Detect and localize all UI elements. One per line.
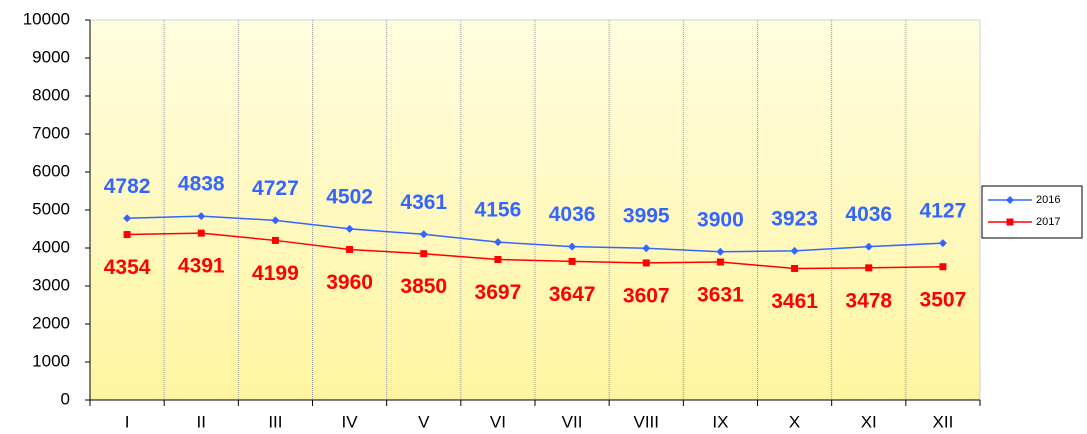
x-tick-label: XI (861, 412, 877, 431)
data-label: 3507 (920, 288, 967, 311)
y-tick-label: 4000 (32, 237, 70, 256)
y-tick-label: 10000 (23, 9, 70, 28)
data-label: 3923 (771, 207, 818, 230)
x-tick-label: IV (342, 412, 359, 431)
y-tick-label: 7000 (32, 123, 70, 142)
point (716, 258, 724, 266)
data-label: 3697 (475, 281, 522, 304)
series-line (127, 215, 943, 253)
data-label: 3850 (400, 275, 447, 298)
y-tick-label: 3000 (32, 275, 70, 294)
point (865, 264, 873, 272)
x-tick-label: X (789, 412, 800, 431)
data-label: 3995 (623, 205, 670, 228)
series-line (127, 232, 943, 270)
point (493, 238, 502, 247)
data-label: 3900 (697, 208, 744, 231)
data-label: 4036 (549, 203, 596, 226)
point (123, 214, 132, 223)
x-tick-label: II (197, 412, 206, 431)
x-tick-label: XII (933, 412, 954, 431)
data-label: 4156 (475, 199, 522, 222)
point (939, 263, 947, 271)
x-tick-label: V (418, 412, 430, 431)
point (123, 231, 131, 239)
x-tick-label: III (268, 412, 282, 431)
point (568, 242, 577, 251)
data-label: 4502 (326, 185, 373, 208)
data-label: 3647 (549, 283, 596, 306)
point (642, 244, 651, 253)
data-label: 4361 (400, 191, 447, 214)
y-tick-label: 6000 (32, 161, 70, 180)
point (864, 242, 873, 251)
data-label: 3631 (697, 284, 744, 307)
y-tick-label: 0 (61, 389, 70, 408)
data-label: 3478 (845, 289, 892, 312)
x-tick-label: VII (562, 412, 583, 431)
point (716, 247, 725, 256)
point (494, 256, 502, 264)
x-tick-label: IX (712, 412, 728, 431)
data-label: 3461 (771, 290, 818, 313)
data-label: 4199 (252, 262, 299, 285)
y-tick-label: 2000 (32, 313, 70, 332)
x-tick-label: VI (490, 412, 506, 431)
point (345, 224, 354, 233)
y-tick-label: 8000 (32, 85, 70, 104)
point (197, 212, 206, 221)
data-label: 4127 (920, 200, 967, 223)
y-tick-label: 1000 (32, 351, 70, 370)
point (642, 259, 650, 267)
data-label: 4727 (252, 177, 299, 200)
point (568, 257, 576, 265)
y-tick-label: 5000 (32, 199, 70, 218)
x-tick-label: I (125, 412, 130, 431)
x-tick-label: VIII (633, 412, 659, 431)
legend-label: 2017 (1036, 216, 1060, 228)
data-label: 4354 (104, 256, 151, 279)
point (420, 250, 428, 258)
legend-label: 2016 (1036, 194, 1060, 206)
legend-box (981, 185, 1083, 239)
point (346, 246, 354, 254)
point (197, 229, 205, 237)
data-label: 4782 (104, 175, 151, 198)
data-label: 4838 (178, 173, 225, 196)
point (419, 230, 428, 239)
point (790, 246, 799, 255)
data-label: 3607 (623, 284, 670, 307)
point (938, 239, 947, 248)
point (271, 236, 279, 244)
point (271, 216, 280, 225)
data-label: 3960 (326, 271, 373, 294)
data-label: 4036 (845, 203, 892, 226)
data-label: 4391 (178, 255, 225, 278)
legend-marker (1006, 218, 1014, 226)
y-tick-label: 9000 (32, 47, 70, 66)
legend-marker (1006, 196, 1014, 204)
point (791, 264, 799, 272)
